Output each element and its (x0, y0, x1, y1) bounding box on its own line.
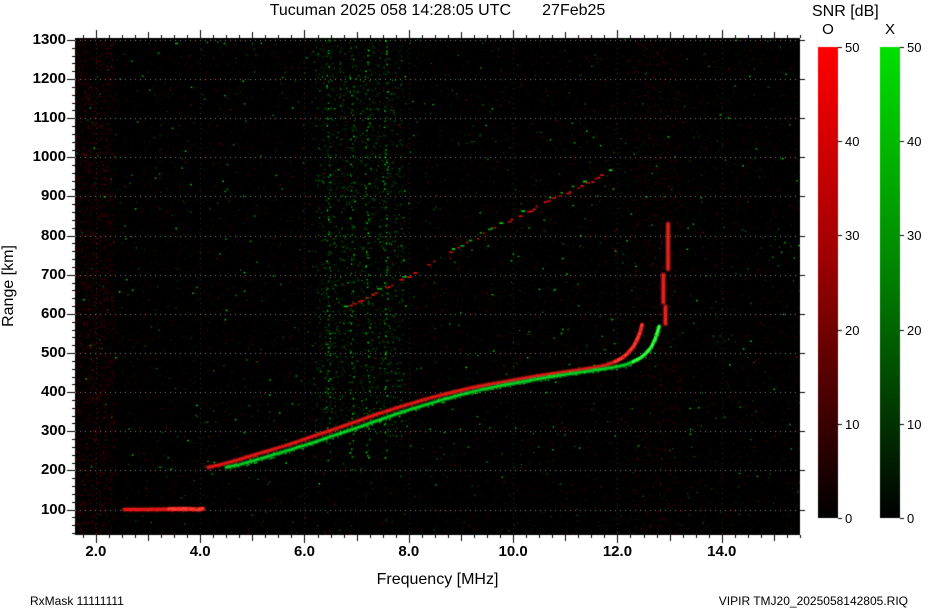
y-tick-label: 1200 (32, 70, 66, 88)
o-colorbar-tick-label: 10 (845, 416, 860, 432)
x-colorbar-tick-label: 20 (907, 322, 922, 338)
y-tick-label: 800 (40, 226, 66, 244)
y-tick-label: 700 (40, 265, 66, 283)
y-tick-label: 200 (40, 461, 66, 479)
y-tick-label: 900 (40, 187, 66, 205)
page-title: Tucuman 2025 058 14:28:05 UTC 27Feb25 (269, 2, 606, 19)
o-colorbar-tick-label: 0 (845, 511, 853, 526)
x-colorbar-tick-label: 40 (907, 134, 922, 150)
colorbar-title: SNR [dB] (812, 3, 879, 20)
rxmask-status-text: RxMask 11111111 (30, 594, 124, 608)
x-tick-label: 14.0 (707, 543, 737, 560)
x-colorbar-tick-label: 10 (907, 416, 922, 432)
x-tick-label: 6.0 (294, 543, 315, 560)
o-colorbar-tick-label: 40 (845, 134, 860, 150)
data-filename-text: VIPIR TMJ20_2025058142805.RIQ (718, 594, 908, 608)
x-colorbar-tick-label: 30 (907, 228, 922, 244)
y-tick-label: 300 (40, 422, 66, 440)
o-colorbar-tick-label: 30 (845, 228, 860, 244)
y-tick-label: 1300 (32, 30, 66, 48)
o-colorbar-tick-label: 50 (845, 40, 860, 55)
y-tick-label: 100 (40, 500, 66, 518)
y-tick-label: 1000 (32, 148, 66, 166)
x-colorbar-tick-label: 0 (907, 511, 915, 526)
x-tick-label: 12.0 (602, 543, 633, 560)
x-axis-label: Frequency [MHz] (376, 571, 499, 588)
x-tick-label: 4.0 (189, 543, 211, 560)
x-colorbar-tick-label: 50 (907, 40, 922, 55)
o-colorbar-tick-label: 20 (845, 322, 860, 338)
y-tick-label: 1100 (33, 109, 66, 127)
x-tick-label: 2.0 (85, 543, 107, 560)
x-mode-colorbar-label: X (884, 21, 895, 38)
x-tick-label: 8.0 (398, 543, 420, 560)
o-mode-colorbar-label: O (822, 21, 834, 38)
y-tick-label: 500 (40, 344, 66, 362)
x-tick-label: 10.0 (498, 543, 528, 560)
y-axis-label: Range [km] (0, 245, 17, 327)
y-tick-label: 600 (40, 304, 66, 322)
y-tick-label: 400 (40, 383, 66, 401)
